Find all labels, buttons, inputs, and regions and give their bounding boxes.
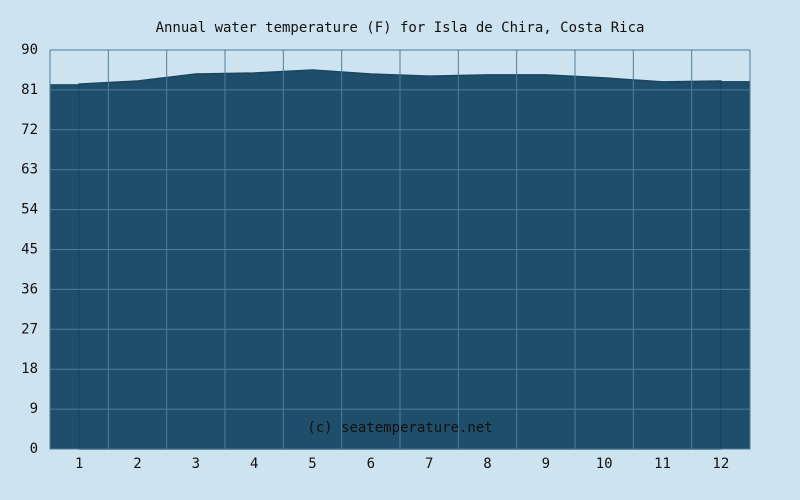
watermark: (c) seatemperature.net bbox=[307, 420, 492, 436]
x-tick-label: 4 bbox=[250, 456, 258, 472]
y-tick-label: 9 bbox=[30, 401, 38, 417]
y-tick-label: 27 bbox=[21, 321, 38, 337]
y-tick-label: 54 bbox=[21, 202, 38, 218]
chart-title: Annual water temperature (F) for Isla de… bbox=[156, 20, 645, 36]
x-tick-label: 11 bbox=[654, 456, 671, 472]
y-tick-label: 18 bbox=[21, 361, 38, 377]
y-tick-label: 36 bbox=[21, 281, 38, 297]
x-tick-label: 10 bbox=[596, 456, 613, 472]
x-tick-label: 3 bbox=[192, 456, 200, 472]
x-tick-label: 5 bbox=[308, 456, 316, 472]
y-tick-label: 90 bbox=[21, 42, 38, 58]
y-tick-label: 81 bbox=[21, 82, 38, 98]
x-tick-label: 8 bbox=[483, 456, 491, 472]
area-edge bbox=[50, 84, 80, 450]
x-tick-label: 6 bbox=[367, 456, 375, 472]
area-edge bbox=[720, 81, 750, 450]
x-tick-label: 7 bbox=[425, 456, 433, 472]
x-tick-label: 2 bbox=[133, 456, 141, 472]
y-tick-label: 63 bbox=[21, 162, 38, 178]
plot-border bbox=[49, 49, 751, 450]
x-tick-label: 9 bbox=[542, 456, 550, 472]
y-tick-label: 45 bbox=[21, 242, 38, 258]
x-tick-label: 1 bbox=[75, 456, 83, 472]
y-tick-label: 72 bbox=[21, 122, 38, 138]
x-tick-label: 12 bbox=[712, 456, 729, 472]
y-tick-label: 0 bbox=[30, 441, 38, 457]
